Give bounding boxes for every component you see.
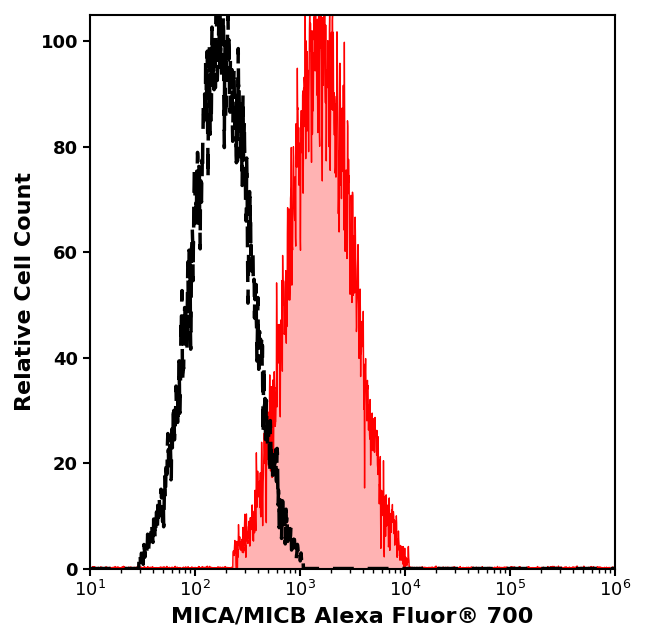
- Y-axis label: Relative Cell Count: Relative Cell Count: [15, 172, 35, 412]
- X-axis label: MICA/MICB Alexa Fluor® 700: MICA/MICB Alexa Fluor® 700: [171, 606, 534, 626]
